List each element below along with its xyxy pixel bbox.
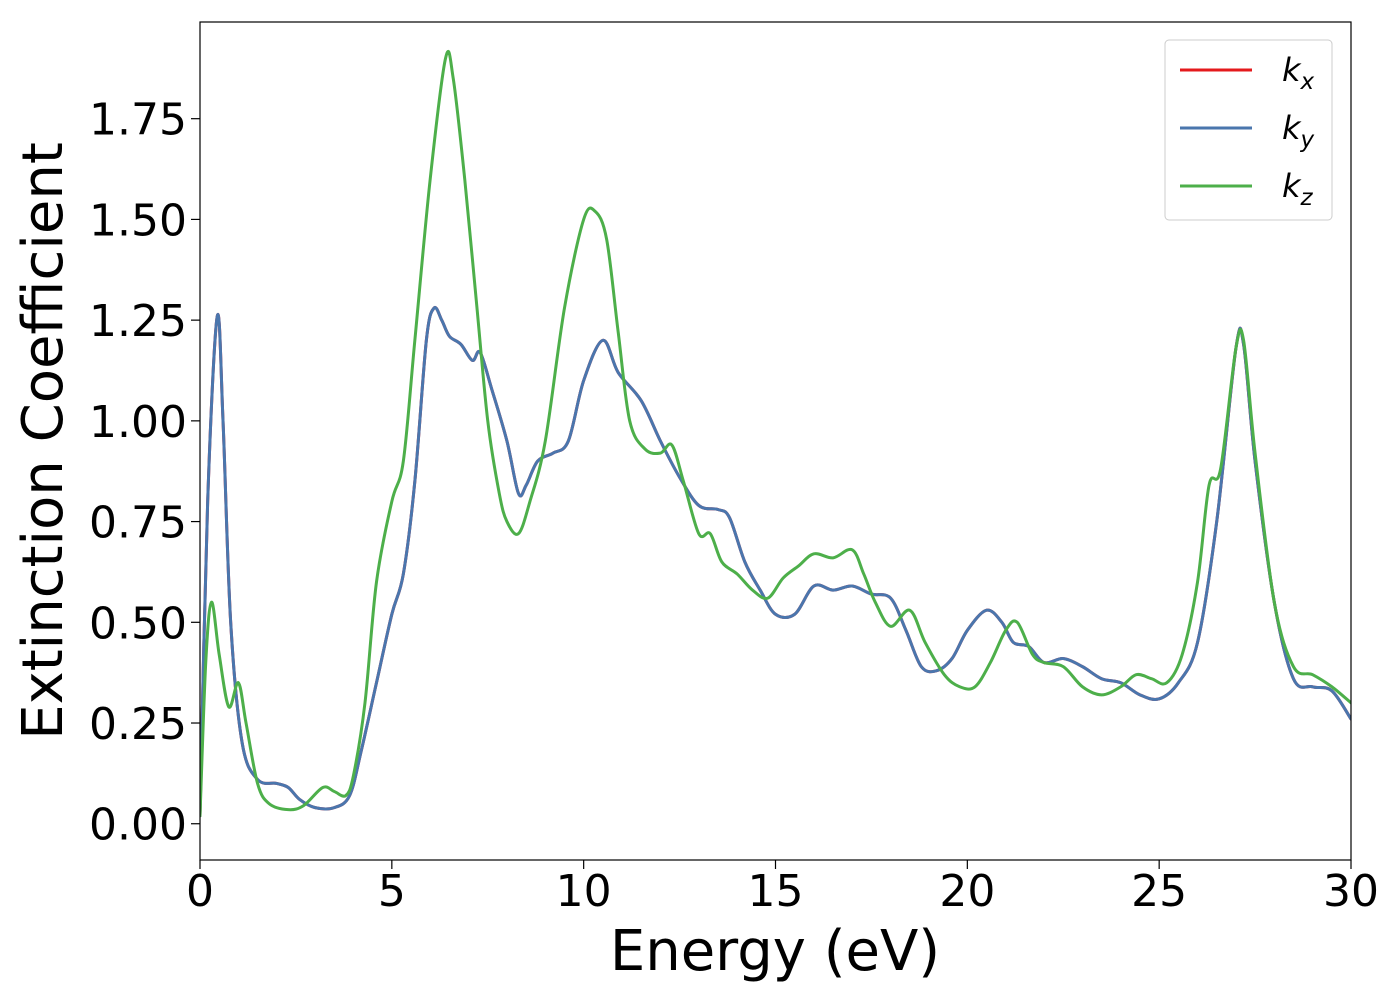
y-axis-title: Extinction Coefficient — [11, 142, 76, 740]
series-line-kz — [200, 49, 1351, 818]
legend-label-ky: ky — [1282, 109, 1315, 153]
y-tick-label: 0.75 — [89, 498, 187, 549]
y-tick-label: 1.75 — [89, 95, 187, 146]
x-tick-label: 20 — [939, 866, 995, 917]
x-tick-label: 15 — [748, 866, 804, 917]
x-axis-title: Energy (eV) — [610, 919, 940, 984]
x-tick-label: 30 — [1323, 866, 1379, 917]
x-tick-label: 10 — [556, 866, 612, 917]
legend: kx ky kz — [1164, 39, 1333, 221]
legend-label-kz: kz — [1282, 167, 1314, 211]
axis-ticks: 0 5 10 15 20 25 30 0.00 0.25 0.50 0.75 1.00 1.25 1.50… — [89, 95, 1379, 917]
y-tick-label: 0.00 — [89, 800, 187, 851]
y-tick-label: 1.25 — [89, 296, 187, 347]
x-tick-label: 0 — [186, 866, 214, 917]
y-tick-label: 0.25 — [89, 699, 187, 750]
y-tick-label: 0.50 — [89, 598, 187, 649]
series-lines — [200, 49, 1351, 818]
x-tick-label: 5 — [378, 866, 406, 917]
y-tick-label: 1.50 — [89, 195, 187, 246]
series-line-ky — [200, 305, 1351, 818]
x-tick-label: 25 — [1131, 866, 1187, 917]
legend-box — [1164, 39, 1333, 221]
legend-label-kx: kx — [1282, 51, 1315, 95]
y-tick-label: 1.00 — [89, 397, 187, 448]
